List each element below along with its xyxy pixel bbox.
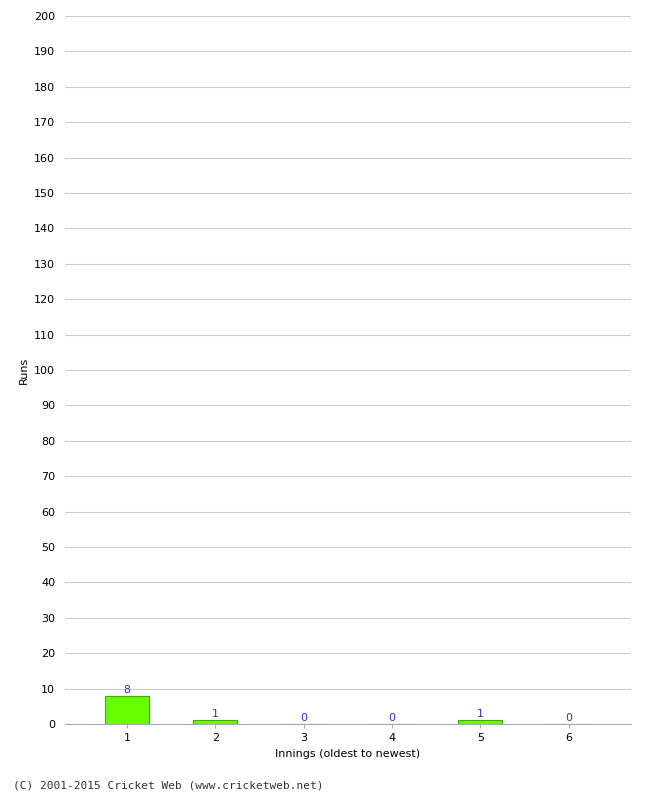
Bar bbox=[105, 696, 149, 724]
Text: 8: 8 bbox=[124, 685, 131, 694]
Text: 0: 0 bbox=[389, 713, 395, 723]
Text: 0: 0 bbox=[565, 713, 572, 723]
X-axis label: Innings (oldest to newest): Innings (oldest to newest) bbox=[275, 749, 421, 758]
Text: 0: 0 bbox=[300, 713, 307, 723]
Y-axis label: Runs: Runs bbox=[19, 356, 29, 384]
Bar bbox=[458, 721, 502, 724]
Text: 1: 1 bbox=[212, 710, 218, 719]
Bar bbox=[193, 721, 237, 724]
Text: 1: 1 bbox=[477, 710, 484, 719]
Text: (C) 2001-2015 Cricket Web (www.cricketweb.net): (C) 2001-2015 Cricket Web (www.cricketwe… bbox=[13, 781, 324, 790]
